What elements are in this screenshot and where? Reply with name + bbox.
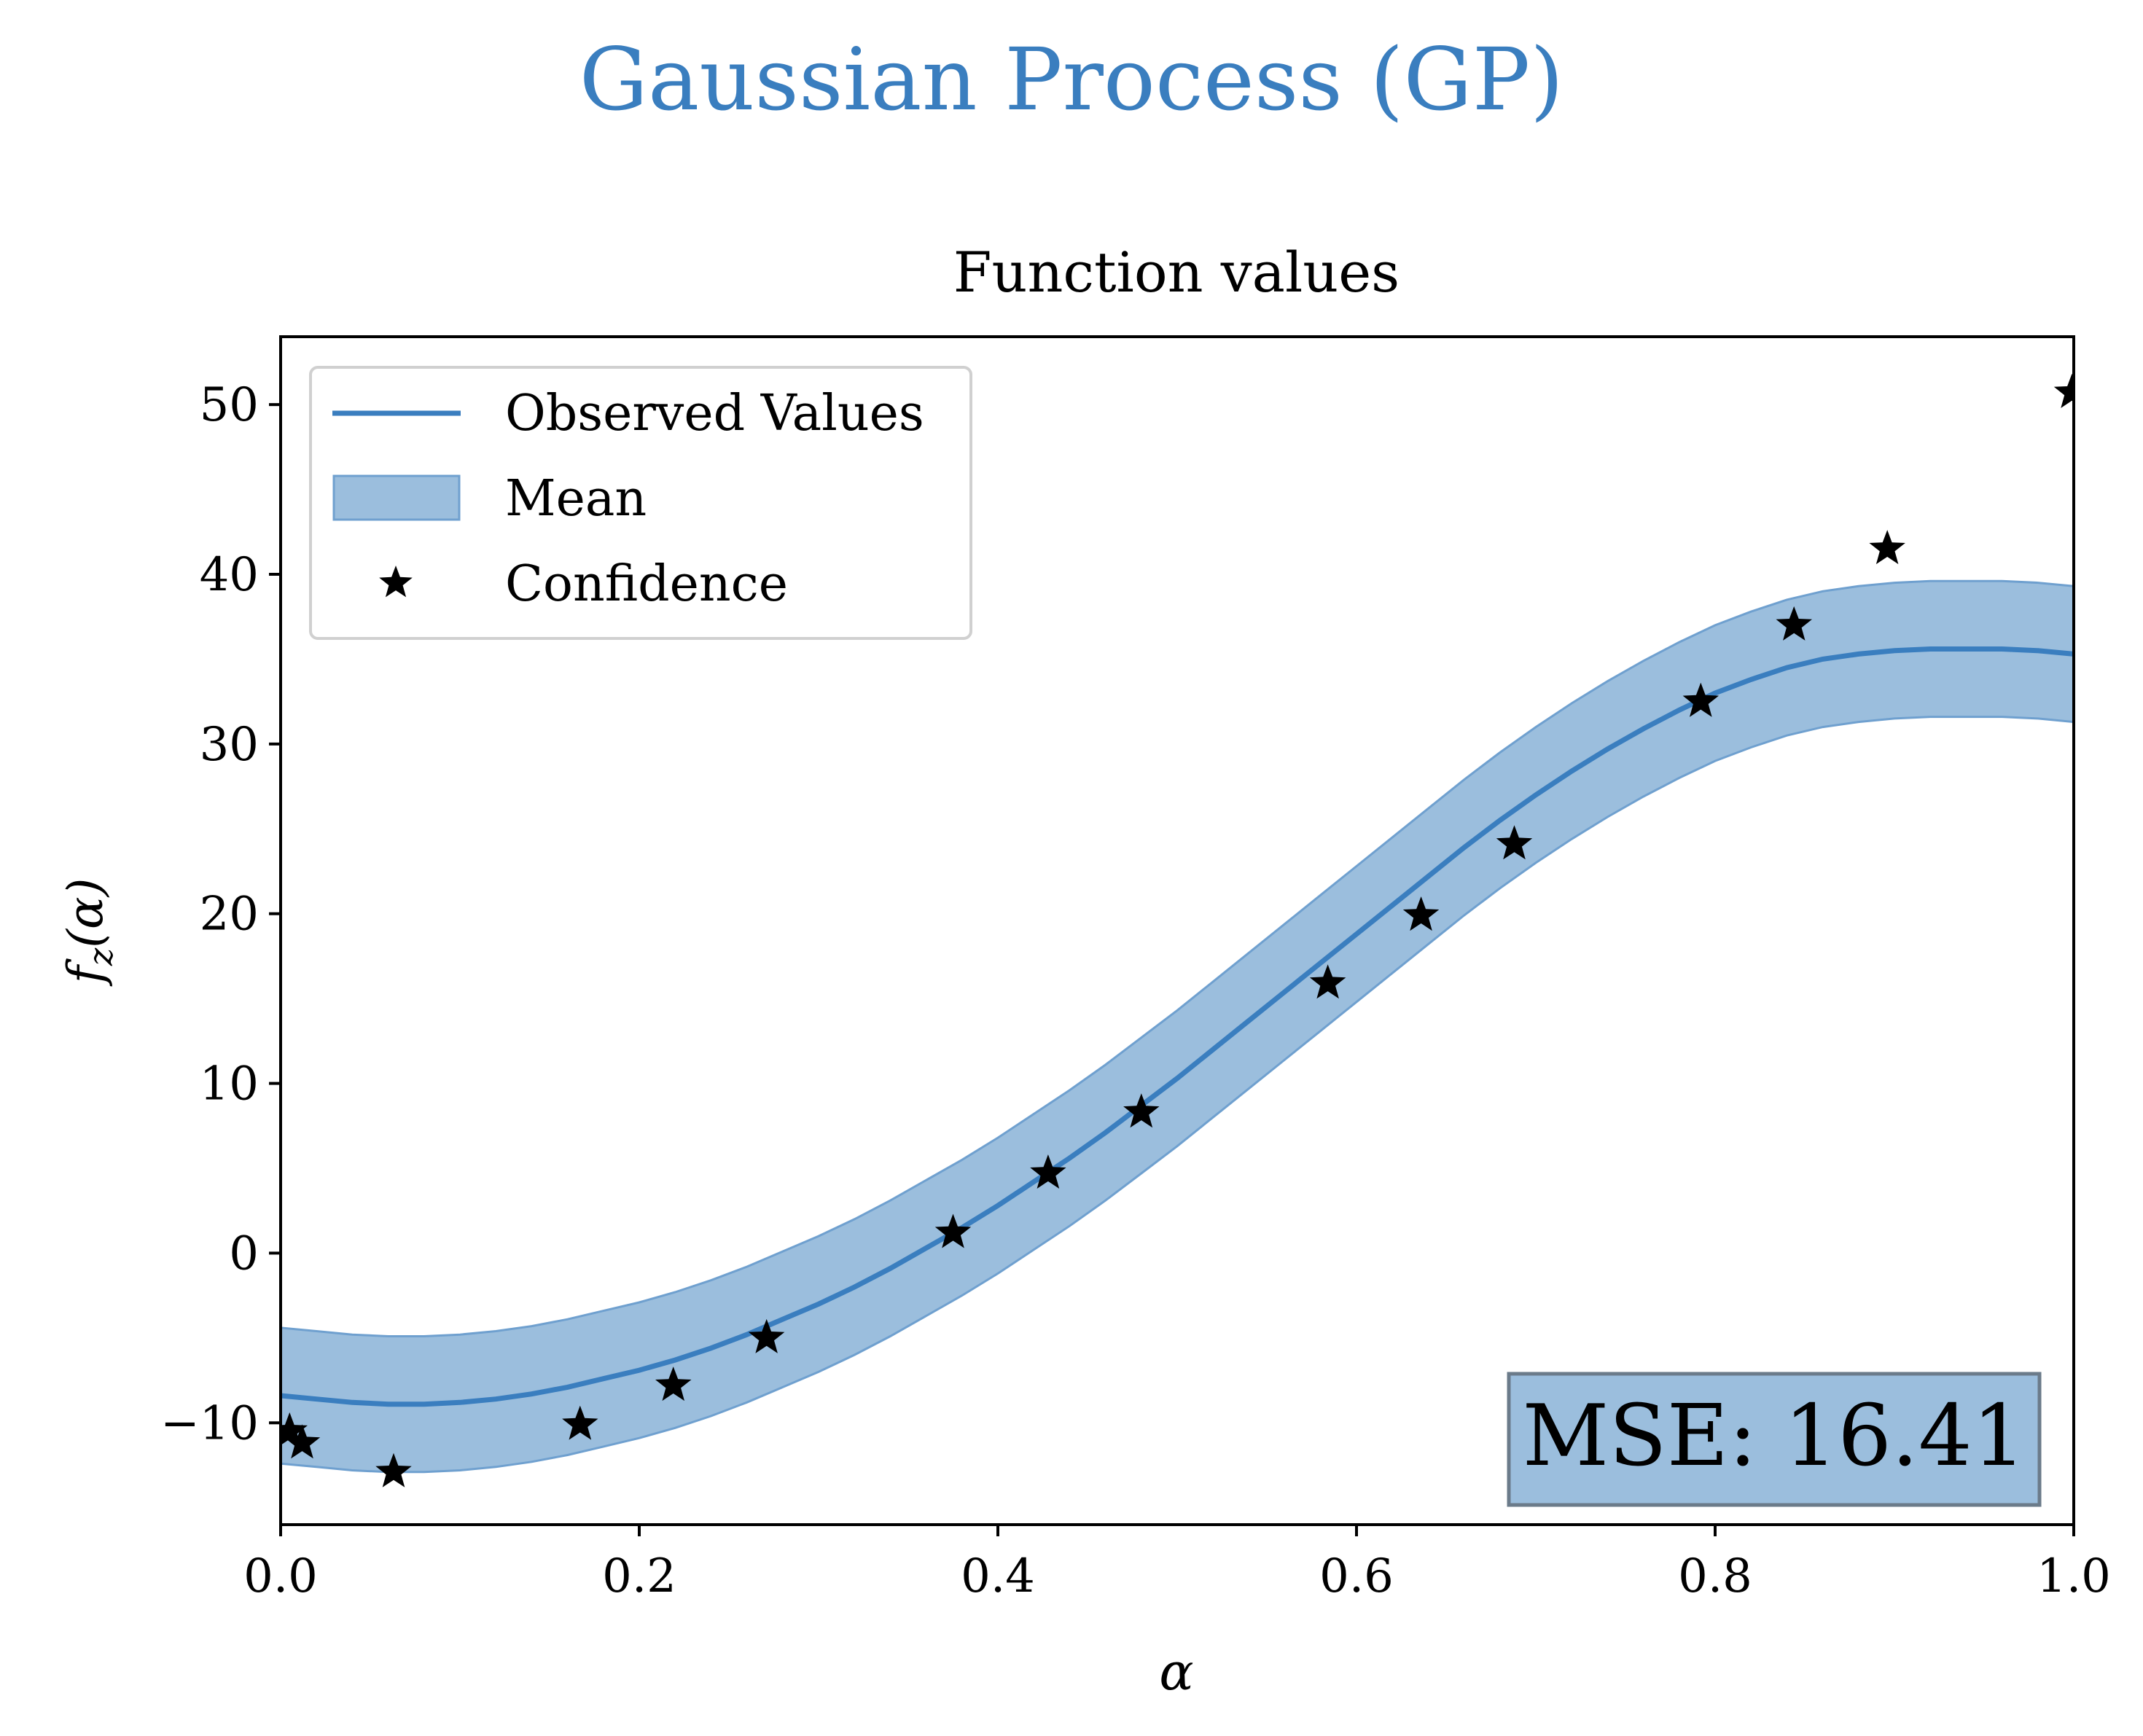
- mse-text: MSE: 16.41: [1523, 1387, 2026, 1485]
- chart-title: Function values: [953, 240, 1400, 305]
- observation-star: [1869, 530, 1905, 565]
- y-axis-ticks: −10 0 10 20 30 40 50: [160, 378, 281, 1450]
- observation-star: [1309, 964, 1346, 999]
- observation-star: [1496, 825, 1533, 860]
- mean-line: [281, 646, 2074, 1407]
- x-tick-label: 0.6: [1319, 1549, 1394, 1603]
- confidence-band: [281, 579, 2074, 1474]
- legend-label-mean: Mean: [505, 470, 647, 528]
- observation-star: [1682, 682, 1719, 717]
- legend-label-confidence: Confidence: [505, 555, 788, 613]
- y-tick-label: 20: [200, 888, 259, 942]
- observation-star: [1776, 606, 1812, 641]
- legend: Observed Values Mean Confidence: [309, 366, 972, 640]
- observation-star: [375, 1452, 412, 1487]
- x-tick-label: 1.0: [2037, 1549, 2111, 1603]
- observation-star: [2053, 373, 2074, 408]
- observation-star: [655, 1366, 692, 1401]
- plot-data-layer: [281, 373, 2074, 1487]
- x-tick-label: 0.2: [602, 1549, 676, 1603]
- y-axis-label-argument: (α): [58, 878, 114, 948]
- observation-star: [934, 1213, 972, 1248]
- observation-star: [284, 1424, 321, 1459]
- mse-box: [1507, 1372, 2042, 1507]
- x-axis-ticks: 0.0 0.2 0.4 0.6 0.8 1.0: [243, 1525, 2111, 1603]
- svg-text:fz(α): fz(α): [58, 878, 120, 988]
- legend-box: [309, 366, 972, 640]
- y-tick-label: 10: [200, 1057, 259, 1111]
- y-tick-label: 0: [229, 1227, 259, 1281]
- legend-star-icon: [379, 566, 413, 598]
- y-tick-label: 30: [200, 718, 259, 772]
- x-tick-label: 0.0: [243, 1549, 318, 1603]
- observation-star: [1123, 1093, 1160, 1128]
- x-tick-label: 0.4: [961, 1549, 1035, 1603]
- mse-annotation: MSE: 16.41: [1507, 1372, 2042, 1507]
- y-tick-label: 50: [200, 378, 259, 432]
- axes-frame: [279, 335, 2075, 1526]
- legend-label-observed: Observed Values: [505, 385, 924, 442]
- legend-band-swatch: [332, 474, 461, 521]
- x-axis-label: α: [1159, 1642, 1193, 1702]
- observation-star: [1402, 896, 1440, 931]
- observation-star: [562, 1405, 598, 1440]
- x-tick-label: 0.8: [1678, 1549, 1752, 1603]
- observation-star: [1030, 1154, 1066, 1189]
- figure-suptitle: Gaussian Process (GP): [579, 29, 1564, 130]
- y-tick-label: −10: [160, 1396, 259, 1450]
- y-tick-label: 40: [200, 548, 259, 602]
- y-axis-label-subscript: z: [81, 947, 120, 966]
- observation-star: [748, 1318, 785, 1353]
- observation-points: [281, 373, 2074, 1487]
- y-axis-label: fz(α): [58, 878, 120, 988]
